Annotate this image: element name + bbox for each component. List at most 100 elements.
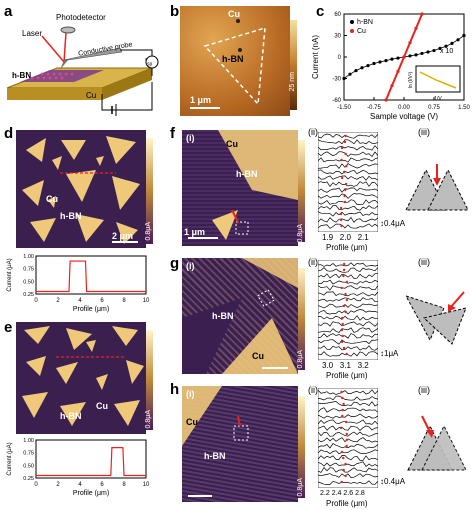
profile-trace	[318, 407, 378, 413]
profile-trace	[318, 193, 378, 199]
y-tick-label: -30	[332, 77, 341, 83]
profile-trace	[318, 169, 378, 175]
x-tick-label: 10	[143, 298, 150, 304]
x-tick-label: 8	[122, 482, 126, 488]
cu-label-g: Cu	[252, 351, 264, 361]
profile-trace	[318, 327, 378, 333]
edge-marker	[340, 480, 343, 484]
current-map-d	[16, 130, 146, 248]
x-tick-label: -1.50	[337, 105, 351, 111]
profile-trace	[318, 199, 378, 205]
colorbar-g	[298, 268, 305, 370]
edge-marker	[342, 170, 346, 174]
edge-marker	[339, 212, 343, 216]
f-current-scale: ↕0.4μA	[380, 219, 406, 228]
x-tick-label: 4	[78, 482, 82, 488]
edge-marker	[343, 200, 347, 204]
g-iii-label: (iii)	[418, 257, 430, 267]
profile-trace	[318, 431, 378, 437]
g-current-scale: ↕1μA	[380, 349, 399, 358]
y-axis-label: Current (nA)	[311, 35, 320, 79]
edge-marker	[344, 182, 348, 186]
edge-marker	[340, 286, 343, 290]
panel-a-letter: a	[4, 3, 13, 20]
profile-trace	[318, 175, 378, 181]
f-xlabel: Profile (μm)	[326, 243, 368, 252]
g-i-label: (i)	[186, 261, 195, 271]
edge-marker	[344, 292, 347, 296]
edge-marker	[344, 134, 347, 138]
edge-marker	[340, 390, 343, 394]
x-tick-label: 10	[143, 482, 150, 488]
data-point	[384, 98, 388, 102]
profile-trace	[318, 401, 378, 407]
y-tick-label: 0.75	[23, 451, 34, 457]
schematic-f	[405, 164, 469, 211]
profile-trace	[318, 480, 378, 485]
y-tick-label: -60	[332, 98, 341, 104]
y-axis-label: Current (μA)	[7, 442, 13, 475]
stacked-profiles-f	[318, 132, 378, 232]
edge-marker	[341, 414, 344, 418]
edge-marker	[341, 408, 344, 412]
data-point	[438, 46, 442, 51]
h-xticks: 2.2 2.4 2.6 2.8	[320, 490, 365, 497]
f-xticks: 1.9 2.0 2.1	[322, 233, 369, 242]
data-point	[414, 53, 418, 57]
cu-label-d: Cu	[46, 194, 58, 204]
current-map-e	[16, 322, 146, 434]
colorbar-e	[146, 330, 153, 430]
data-point	[420, 51, 424, 56]
edge-marker	[342, 268, 346, 272]
profile-trace	[318, 297, 378, 303]
profile-trace	[318, 223, 378, 229]
colorbar-label-g: 0.8μA	[297, 350, 304, 369]
edge-marker	[345, 280, 349, 284]
profile-trace	[318, 205, 378, 211]
edge-marker	[344, 152, 347, 156]
scale-label-d: 2 μm	[112, 231, 134, 241]
profile-trace	[318, 395, 378, 401]
edge-marker	[344, 462, 347, 466]
current-map-g	[182, 258, 298, 374]
profile-trace	[318, 389, 378, 395]
data-point	[396, 69, 400, 73]
y-tick-label: 0.25	[23, 476, 34, 482]
stacked-profiles-h	[318, 388, 378, 488]
plot-frame	[35, 255, 147, 295]
g-xticks: 3.0 3.1 3.2	[322, 361, 369, 370]
y-tick-label: 0.50	[23, 279, 34, 285]
cu-label-e: Cu	[96, 401, 108, 411]
current-label-a: Isp	[145, 58, 153, 68]
panel-g-letter: g	[170, 255, 180, 272]
x-tick-label: 6	[100, 298, 104, 304]
profile-trace	[318, 449, 378, 455]
profile-trace	[318, 145, 378, 151]
edge-marker	[345, 432, 348, 436]
profile-trace	[318, 351, 378, 357]
edge-marker	[342, 346, 346, 350]
profile-line	[36, 260, 146, 293]
inset-x-label: 1/V	[434, 96, 442, 102]
current-map-h	[182, 386, 298, 502]
schematic-h	[407, 415, 467, 471]
edge-marker	[340, 328, 344, 332]
x-tick-label: 0.00	[398, 105, 410, 111]
hbn-label-b: h-BN	[222, 54, 244, 64]
data-point	[408, 41, 412, 45]
profile-trace	[318, 461, 378, 468]
edge-marker	[342, 468, 345, 472]
edge-marker	[343, 140, 347, 144]
y-tick-label: 30	[334, 34, 341, 40]
panel-e-letter: e	[4, 319, 13, 336]
x-tick-label: 6	[100, 482, 104, 488]
scale-label-b: 1 μm	[190, 95, 212, 105]
afm-topography-image	[180, 6, 290, 116]
profile-line	[36, 447, 146, 477]
profile-trace	[318, 437, 378, 443]
g-ii-label: (ii)	[308, 257, 318, 267]
f-i-label: (i)	[186, 133, 195, 143]
x10-label: x 10	[440, 48, 453, 55]
schematic-g	[404, 291, 467, 345]
profile-trace	[318, 216, 378, 223]
